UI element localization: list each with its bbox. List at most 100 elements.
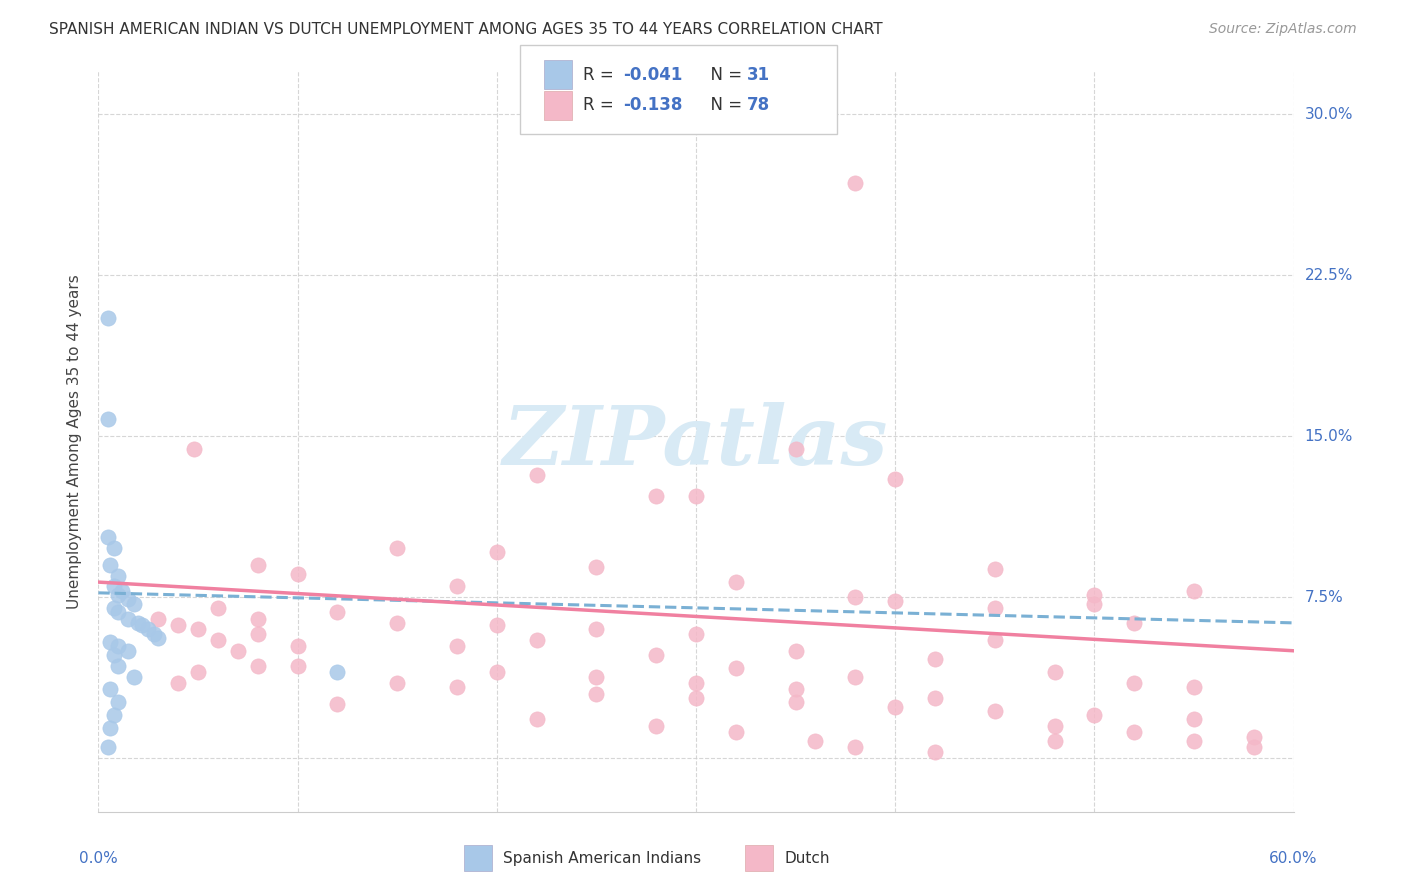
Point <box>785 695 807 709</box>
Point <box>107 658 129 673</box>
Point <box>1083 597 1105 611</box>
Text: 78: 78 <box>747 96 769 114</box>
Point <box>127 615 149 630</box>
Text: 0.0%: 0.0% <box>79 851 118 865</box>
Point <box>785 644 807 658</box>
Point <box>103 541 125 555</box>
Point <box>136 623 159 637</box>
Point <box>446 640 468 654</box>
Point <box>724 661 747 675</box>
Point <box>685 489 707 503</box>
Point <box>924 652 946 666</box>
Text: Spanish American Indians: Spanish American Indians <box>503 851 702 865</box>
Point <box>724 725 747 739</box>
Point <box>1043 734 1066 748</box>
Point <box>103 579 125 593</box>
Point <box>844 669 866 683</box>
Text: 7.5%: 7.5% <box>1305 590 1343 605</box>
Point <box>1182 713 1205 727</box>
Point <box>446 680 468 694</box>
Point <box>326 698 349 712</box>
Point <box>446 579 468 593</box>
Point <box>287 566 309 581</box>
Point <box>984 704 1007 718</box>
Text: N =: N = <box>700 66 748 84</box>
Point <box>107 640 129 654</box>
Point <box>685 690 707 705</box>
Point <box>97 412 120 426</box>
Point <box>326 665 349 680</box>
Point <box>1123 725 1146 739</box>
Point <box>785 682 807 697</box>
Point <box>485 545 508 559</box>
Point <box>97 311 120 326</box>
Point <box>103 600 125 615</box>
Point <box>485 665 508 680</box>
Point <box>207 633 229 648</box>
Point <box>884 594 907 608</box>
Point <box>645 648 668 662</box>
Point <box>585 687 607 701</box>
Point <box>1182 583 1205 598</box>
Point <box>385 541 409 555</box>
Point <box>97 740 120 755</box>
Point <box>785 442 807 456</box>
Point <box>585 560 607 574</box>
Point <box>1182 734 1205 748</box>
Point <box>167 676 190 690</box>
Point <box>1243 730 1265 744</box>
Point <box>844 590 866 604</box>
Point <box>287 640 309 654</box>
Text: R =: R = <box>583 96 620 114</box>
Point <box>187 623 209 637</box>
Point <box>724 575 747 590</box>
Text: Source: ZipAtlas.com: Source: ZipAtlas.com <box>1209 22 1357 37</box>
Point <box>326 605 349 619</box>
Point <box>183 442 205 456</box>
Text: 15.0%: 15.0% <box>1305 429 1353 443</box>
Point <box>884 472 907 486</box>
Text: -0.138: -0.138 <box>623 96 682 114</box>
Point <box>103 708 125 723</box>
Point <box>107 695 129 709</box>
Point <box>148 611 170 625</box>
Point <box>98 682 122 697</box>
Point <box>1083 708 1105 723</box>
Point <box>246 658 269 673</box>
Point <box>1243 740 1265 755</box>
Point <box>685 676 707 690</box>
Point <box>117 592 139 607</box>
Point <box>844 740 866 755</box>
Text: Dutch: Dutch <box>785 851 830 865</box>
Text: R =: R = <box>583 66 620 84</box>
Point <box>143 626 166 640</box>
Point <box>526 467 548 482</box>
Point <box>585 669 607 683</box>
Point <box>207 600 229 615</box>
Point <box>107 588 129 602</box>
Point <box>645 489 668 503</box>
Point <box>287 658 309 673</box>
Point <box>124 597 146 611</box>
Y-axis label: Unemployment Among Ages 35 to 44 years: Unemployment Among Ages 35 to 44 years <box>67 274 83 609</box>
Text: 60.0%: 60.0% <box>1270 851 1317 865</box>
Text: 31: 31 <box>747 66 769 84</box>
Point <box>924 745 946 759</box>
Point <box>117 611 139 625</box>
Point <box>844 176 866 190</box>
Point <box>1043 719 1066 733</box>
Point <box>984 633 1007 648</box>
Point <box>98 635 122 649</box>
Point <box>526 713 548 727</box>
Point <box>187 665 209 680</box>
Point <box>385 676 409 690</box>
Point <box>226 644 249 658</box>
Point <box>97 530 120 544</box>
Point <box>117 644 139 658</box>
Point <box>111 583 134 598</box>
Point <box>103 648 125 662</box>
Text: 22.5%: 22.5% <box>1305 268 1353 283</box>
Point <box>585 623 607 637</box>
Point <box>1182 680 1205 694</box>
Text: ZIPatlas: ZIPatlas <box>503 401 889 482</box>
